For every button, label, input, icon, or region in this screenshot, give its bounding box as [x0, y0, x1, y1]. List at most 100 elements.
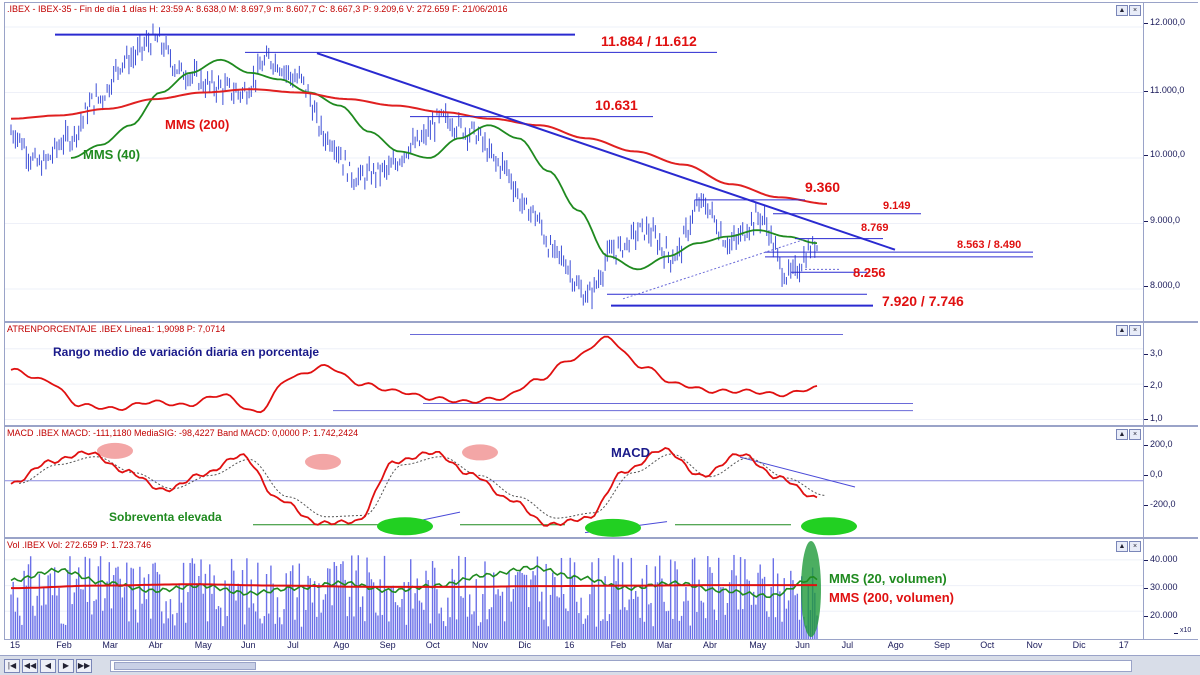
atr-tick: 2,0 [1144, 380, 1163, 390]
collapse-icon[interactable]: ▲ [1116, 429, 1128, 440]
macd-tick: -200,0 [1144, 499, 1176, 509]
overbought-marker [305, 453, 341, 470]
first-page-icon[interactable]: |◀ [4, 659, 20, 673]
oversold-marker [801, 517, 857, 536]
prev-icon[interactable]: ◀ [40, 659, 56, 673]
atr-line [10, 335, 818, 414]
month-label: Abr [703, 640, 718, 650]
month-label: Oct [980, 640, 995, 650]
macd-chart-svg [5, 442, 1143, 537]
month-label: Jul [841, 640, 854, 650]
month-label: Ago [333, 640, 350, 650]
price-tick: 12.000,0 [1143, 17, 1186, 27]
volume-tick: 30.000 [1144, 582, 1178, 592]
volume-mms200-line [11, 583, 817, 590]
collapse-icon[interactable]: ▲ [1116, 325, 1128, 336]
atr-tick: 1,0 [1144, 413, 1163, 423]
volume-tick: 20.000 [1144, 610, 1178, 620]
atr-panel-header: ATRENPORCENTAJE .IBEX Linea1: 1,9098 P: … [7, 324, 226, 334]
overbought-marker [97, 442, 133, 459]
month-label: Dic [518, 640, 532, 650]
macd-tick: 200,0 [1144, 439, 1173, 449]
mms40-label: MMS (40) [83, 147, 141, 162]
macd-line [10, 447, 818, 527]
month-label: Jul [287, 640, 299, 650]
atr-tick: 3,0 [1144, 348, 1163, 358]
volume-unit: x10 [1173, 627, 1192, 634]
month-label: May [194, 640, 212, 650]
month-label: Dic [1072, 640, 1086, 650]
price-tick: 8.000,0 [1143, 280, 1181, 290]
next-page-icon[interactable]: ▶▶ [76, 659, 92, 673]
macd-signal-line [18, 453, 826, 519]
level-label-8256: 8.256 [853, 265, 886, 280]
month-label: Mar [656, 640, 673, 650]
downtrend-line [316, 52, 896, 251]
macd-panel-buttons: ▲ × [1116, 429, 1141, 440]
volume-mms20-line [10, 564, 818, 599]
price-tick: 10.000,0 [1143, 149, 1186, 159]
close-icon[interactable]: × [1129, 541, 1141, 552]
month-label: Sep [379, 640, 396, 650]
atr-panel[interactable]: ATRENPORCENTAJE .IBEX Linea1: 1,9098 P: … [4, 322, 1144, 426]
macd-panel-header: MACD .IBEX MACD: -111,1180 MediaSIG: -98… [7, 428, 359, 438]
level-label-10631: 10.631 [595, 97, 638, 113]
volume-tick: 40.000 [1144, 554, 1178, 564]
volume-panel-buttons: ▲ × [1116, 541, 1141, 552]
atr-title: Rango medio de variación diaria en porce… [53, 345, 320, 359]
overbought-marker [462, 444, 498, 461]
macd-axis: 200,0 0,0 -200,0 [1144, 426, 1198, 538]
volume-spike-marker [801, 541, 821, 637]
prev-page-icon[interactable]: ◀◀ [22, 659, 38, 673]
time-axis: 15 Feb Mar Abr May Jun Jul Ago Sep Oct Nov Dic 16 Feb… [4, 640, 1144, 654]
dotted-trend-line [622, 238, 806, 300]
level-label-9149: 9.149 [883, 200, 911, 212]
navigation-bar: |◀ ◀◀ ◀ ▶ ▶▶ [0, 655, 1200, 675]
month-label: Abr [148, 640, 163, 650]
atr-panel-buttons: ▲ × [1116, 325, 1141, 336]
month-label: Mar [102, 640, 118, 650]
level-label-9360: 9.360 [805, 179, 841, 195]
oversold-label: Sobreventa elevada [109, 510, 222, 524]
price-axis: 12.000,0 11.000,0 10.000,0 9.000,0 8.000… [1143, 2, 1198, 322]
close-icon[interactable]: × [1129, 429, 1141, 440]
volume-panel[interactable]: Vol .IBEX Vol: 272.659 P: 1.723.746 ▲ × … [4, 538, 1144, 640]
oversold-marker [377, 517, 433, 536]
price-tick: 11.000,0 [1143, 85, 1185, 95]
volume-axis: 40.000 30.000 20.000 x10 [1144, 538, 1198, 640]
month-label: Oct [425, 640, 440, 650]
level-label-8563: 8.563 / 8.490 [957, 239, 1022, 251]
next-icon[interactable]: ▶ [58, 659, 74, 673]
vol-mms20-label: MMS (20, volumen) [829, 571, 947, 586]
time-scrollbar[interactable] [110, 660, 1132, 672]
month-label: 16 [564, 640, 575, 650]
month-label: Feb [56, 640, 72, 650]
mms200-line [10, 88, 828, 205]
month-label: May [749, 640, 767, 650]
collapse-icon[interactable]: ▲ [1116, 5, 1128, 16]
close-icon[interactable]: × [1129, 5, 1141, 16]
level-label-7920: 7.920 / 7.746 [882, 293, 964, 309]
month-label: Nov [472, 640, 489, 650]
volume-panel-header: Vol .IBEX Vol: 272.659 P: 1.723.746 [7, 540, 152, 550]
level-label-8769: 8.769 [861, 222, 889, 234]
volume-chart-svg [5, 541, 1143, 639]
month-label: Sep [934, 640, 951, 650]
month-label: 15 [10, 640, 21, 650]
vol-mms200-label: MMS (200, volumen) [829, 590, 954, 605]
oversold-marker [585, 518, 641, 537]
close-icon[interactable]: × [1129, 325, 1141, 336]
scrollbar-thumb[interactable] [114, 662, 256, 670]
macd-panel[interactable]: MACD .IBEX MACD: -111,1180 MediaSIG: -98… [4, 426, 1144, 538]
divergence-line [739, 456, 856, 488]
mms200-label: MMS (200) [165, 117, 230, 132]
price-chart-svg [5, 23, 1143, 310]
collapse-icon[interactable]: ▲ [1116, 541, 1128, 552]
price-panel[interactable]: .IBEX - IBEX-35 - Fin de día 1 días H: 2… [4, 2, 1144, 322]
month-label: Ago [887, 640, 904, 650]
month-label: 17 [1118, 640, 1129, 650]
macd-tick: 0,0 [1144, 469, 1163, 479]
macd-label: MACD [611, 445, 650, 460]
price-panel-buttons: ▲ × [1116, 5, 1141, 16]
